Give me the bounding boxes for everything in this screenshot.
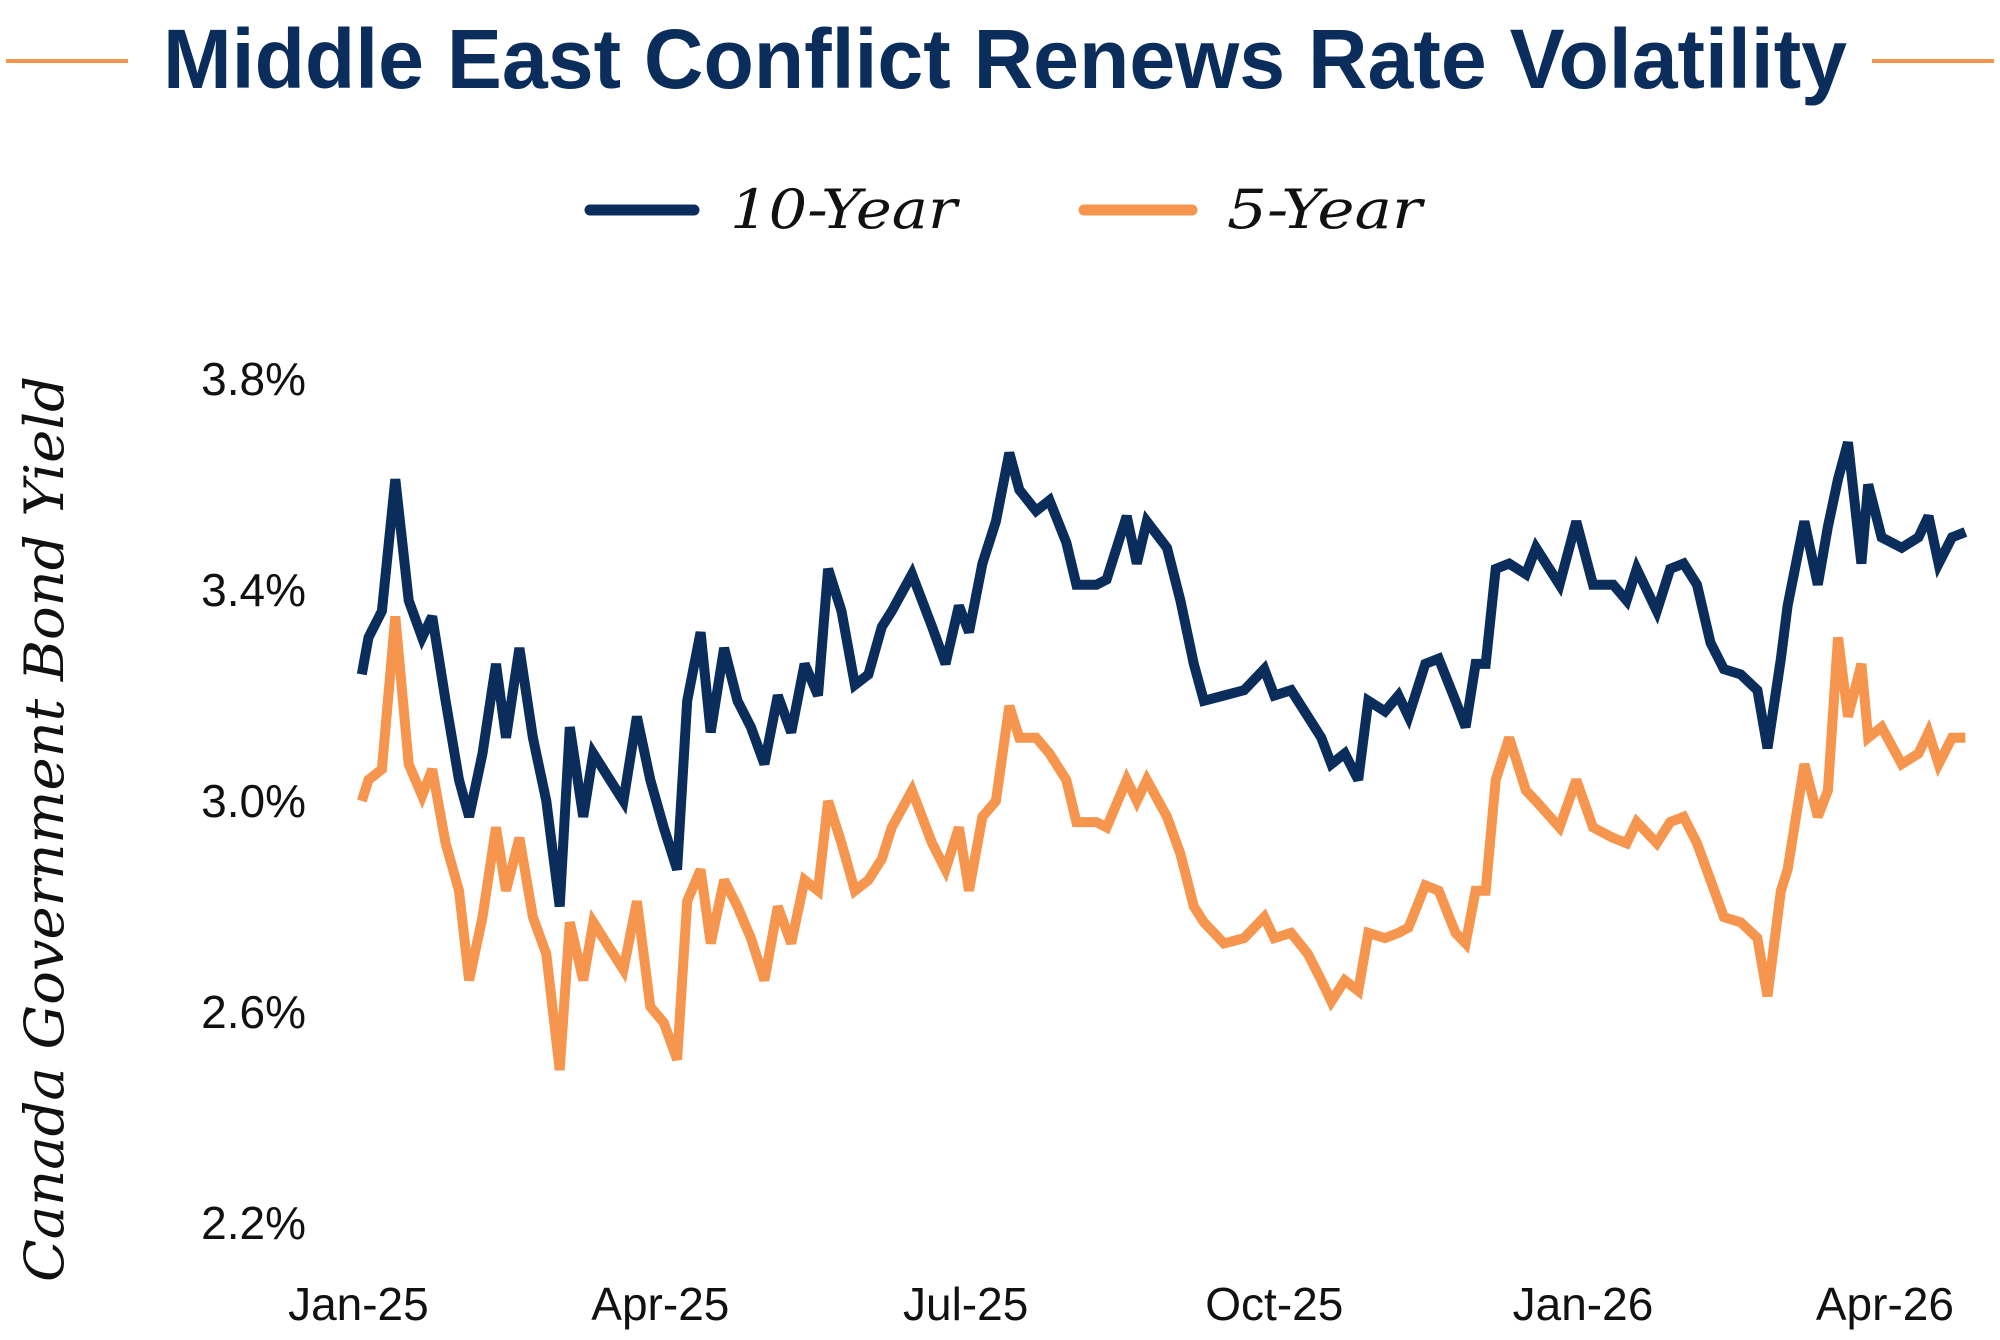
series-line-5-year bbox=[357, 615, 1966, 1071]
y-tick-label: 2.6% bbox=[201, 986, 306, 1038]
y-tick-label: 2.2% bbox=[201, 1197, 306, 1249]
y-tick-label: 3.4% bbox=[201, 564, 306, 616]
legend: 10-Year 5-Year bbox=[584, 178, 1426, 241]
y-axis-label: Canada Government Bond Yield bbox=[13, 376, 76, 1282]
x-tick-label: Jan-26 bbox=[1513, 1278, 1654, 1330]
x-tick-label: Jul-25 bbox=[903, 1278, 1028, 1330]
x-tick-label: Apr-25 bbox=[591, 1278, 729, 1330]
series-line-10-year bbox=[356, 440, 1968, 908]
x-tick-label: Apr-26 bbox=[1816, 1278, 1954, 1330]
x-tick-label: Jan-25 bbox=[288, 1278, 429, 1330]
legend-label-10-year: 10-Year bbox=[730, 178, 961, 241]
y-axis-ticks: 3.8% 3.4% 3.0% 2.6% 2.2% bbox=[201, 353, 306, 1249]
chart-title: Middle East Conflict Renews Rate Volatil… bbox=[163, 12, 1847, 106]
y-tick-label: 3.0% bbox=[201, 775, 306, 827]
y-tick-label: 3.8% bbox=[201, 353, 306, 405]
legend-label-5-year: 5-Year bbox=[1227, 178, 1426, 241]
x-axis-ticks: Jan-25 Apr-25 Jul-25 Oct-25 Jan-26 Apr-26 bbox=[288, 1278, 1954, 1330]
x-tick-label: Oct-25 bbox=[1205, 1278, 1343, 1330]
series-lines bbox=[356, 440, 1968, 1071]
